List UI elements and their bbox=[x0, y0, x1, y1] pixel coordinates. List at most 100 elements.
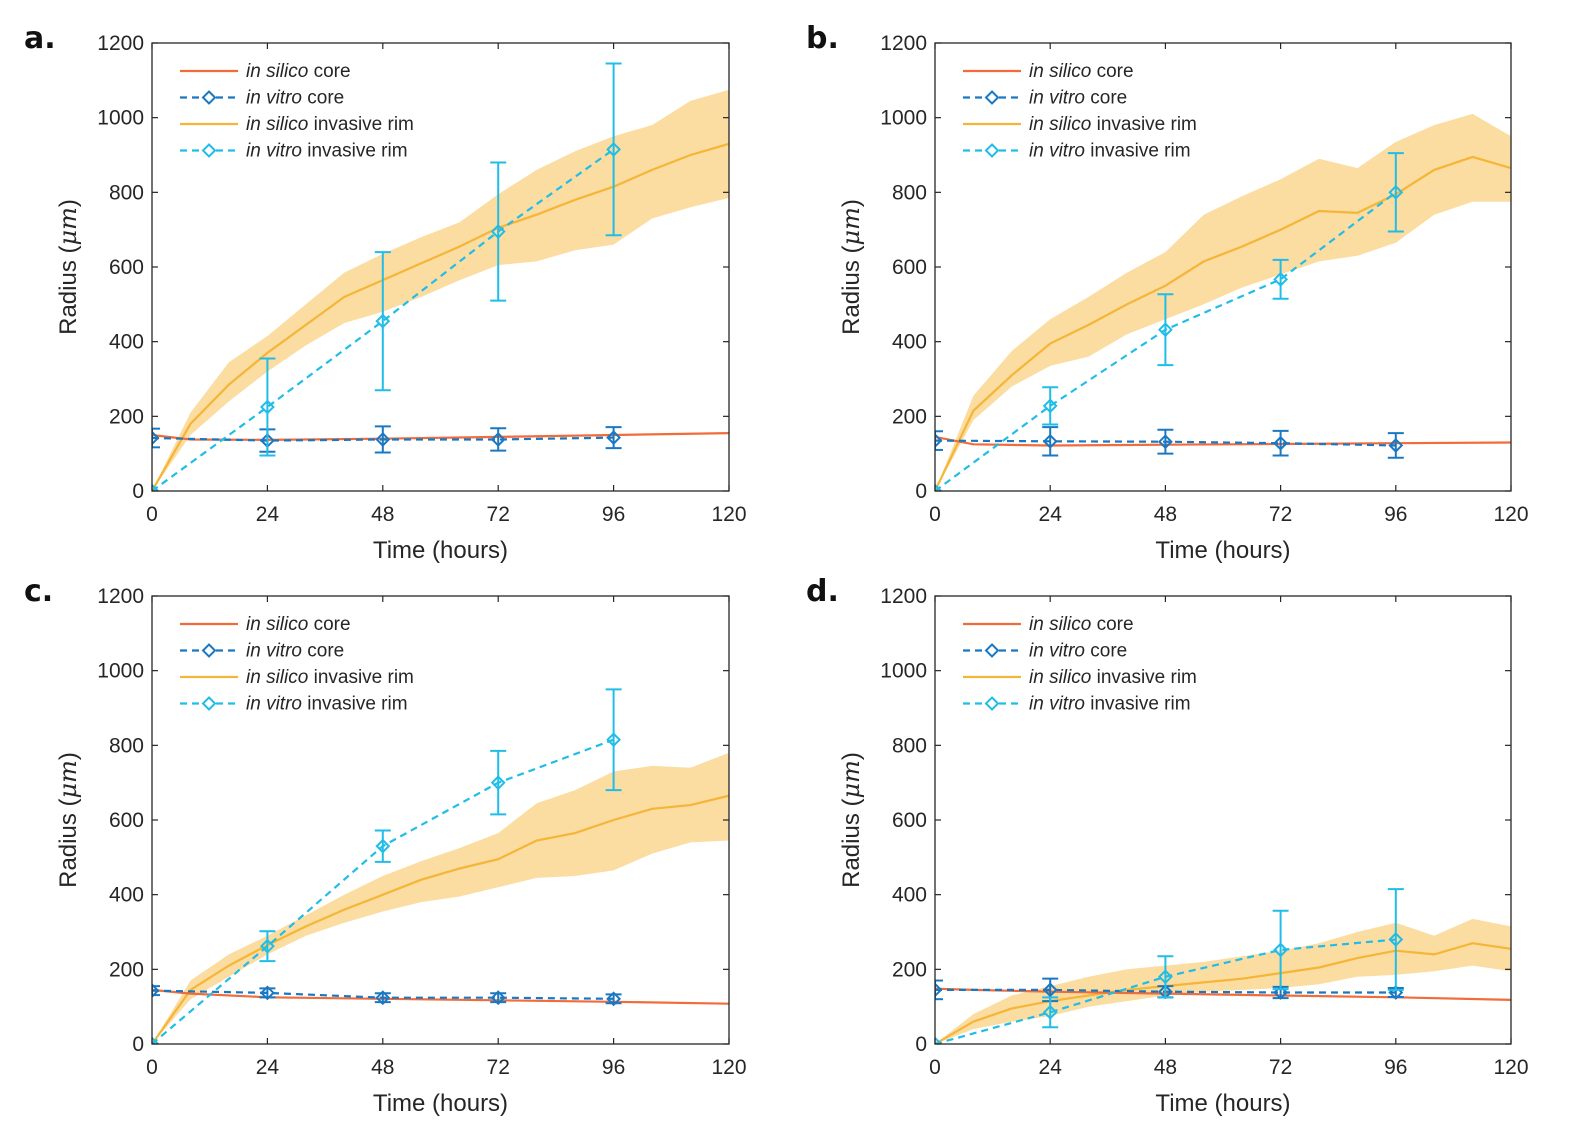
silico-rim-line bbox=[152, 794, 729, 1044]
legend: in silico core in vitro core in silico inv… bbox=[963, 614, 1197, 715]
vitro-core-error-bar bbox=[152, 427, 160, 449]
vitro-core-error-bar bbox=[152, 985, 160, 997]
vitro-rim-error-bar bbox=[605, 62, 622, 237]
vitro-core-point bbox=[935, 982, 943, 998]
vitro-core-error-bar bbox=[935, 430, 943, 451]
y-tick-label: 1000 bbox=[880, 107, 927, 130]
x-tick-label: 72 bbox=[1269, 1056, 1292, 1079]
y-tick-label: 0 bbox=[915, 480, 927, 503]
x-tick-label: 72 bbox=[1269, 503, 1292, 526]
vitro-rim-point bbox=[1157, 969, 1173, 985]
legend-marker bbox=[201, 90, 217, 105]
x-tick-label: 0 bbox=[146, 1056, 158, 1079]
legend-label: in vitro core bbox=[1029, 641, 1127, 662]
legend-label: in vitro core bbox=[246, 641, 344, 662]
silico-rim-line bbox=[935, 942, 1511, 1044]
chart-panel-0: a.0 24 48 72 96 120020040060080010001200Time … bbox=[24, 21, 747, 564]
vitro-rim-point bbox=[606, 141, 622, 157]
x-tick-label: 24 bbox=[256, 503, 280, 526]
x-tick-label: 96 bbox=[602, 503, 625, 526]
legend-entry-silico_core: in silico core bbox=[180, 614, 351, 635]
legend: in silico core in vitro core in silico inv… bbox=[180, 614, 414, 715]
y-axis-label: Radius (μm) bbox=[837, 199, 865, 335]
y-tick-label: 600 bbox=[109, 256, 144, 279]
vitro-rim-point bbox=[375, 838, 391, 854]
vitro-core-error-bar bbox=[374, 992, 391, 1004]
y-tick-label: 1000 bbox=[880, 660, 927, 683]
y-tick-label: 800 bbox=[109, 181, 144, 204]
x-tick-label: 24 bbox=[1039, 503, 1063, 526]
y-tick-label: 200 bbox=[109, 405, 144, 428]
vitro-core-error-bar bbox=[605, 993, 622, 1005]
y-tick-label: 200 bbox=[109, 958, 144, 981]
vitro-rim-error-bar bbox=[1042, 996, 1059, 1029]
legend-entry-vitro_core: in vitro core bbox=[963, 88, 1127, 109]
y-tick-label: 600 bbox=[892, 809, 927, 832]
legend-label: in silico core bbox=[1029, 614, 1134, 635]
legend-entry-vitro_core: in vitro core bbox=[180, 88, 344, 109]
vitro-core-point bbox=[1388, 438, 1404, 453]
vitro-core-error-bar bbox=[1272, 429, 1289, 457]
vitro-core-point bbox=[490, 432, 506, 447]
vitro-core-error-bar bbox=[374, 425, 391, 454]
silico-rim-line bbox=[935, 155, 1511, 491]
y-tick-label: 1200 bbox=[880, 32, 927, 55]
vitro-rim-point bbox=[1042, 1004, 1058, 1020]
x-axis-label: Time (hours) bbox=[1155, 1090, 1290, 1117]
legend-label: in silico invasive rim bbox=[246, 667, 414, 688]
y-axis-label: Radius (μm) bbox=[837, 752, 865, 888]
x-tick-label: 48 bbox=[1154, 1056, 1177, 1079]
vitro-core-point bbox=[259, 985, 275, 1001]
x-tick-label: 120 bbox=[711, 503, 746, 526]
x-tick-label: 96 bbox=[1384, 503, 1407, 526]
data-layer bbox=[152, 62, 729, 491]
y-tick-label: 200 bbox=[892, 958, 927, 981]
legend-label: in vitro invasive rim bbox=[246, 141, 408, 162]
y-tick-label: 800 bbox=[109, 734, 144, 757]
vitro-rim-error-bar bbox=[374, 251, 391, 392]
vitro-rim-point bbox=[490, 775, 506, 791]
vitro-core-error-bar bbox=[490, 992, 507, 1004]
silico-rim-confidence-band bbox=[152, 752, 729, 1044]
legend: in silico core in vitro core in silico inv… bbox=[963, 61, 1197, 162]
x-tick-label: 0 bbox=[929, 503, 941, 526]
x-tick-label: 24 bbox=[1039, 1056, 1063, 1079]
y-tick-label: 800 bbox=[892, 734, 927, 757]
vitro-rim-point bbox=[935, 483, 943, 491]
legend-entry-vitro_core: in vitro core bbox=[180, 641, 344, 662]
vitro-rim-point bbox=[1388, 184, 1404, 200]
vitro-rim-point bbox=[1042, 398, 1058, 414]
vitro-core-point bbox=[152, 430, 160, 446]
legend-label: in silico core bbox=[1029, 61, 1134, 82]
y-tick-label: 400 bbox=[892, 331, 927, 354]
x-tick-label: 120 bbox=[1493, 503, 1528, 526]
vitro-rim-point bbox=[375, 313, 391, 329]
vitro-core-point bbox=[606, 430, 622, 446]
legend-label: in vitro core bbox=[1029, 88, 1127, 109]
vitro-rim-error-bar bbox=[605, 688, 622, 792]
legend-label: in vitro core bbox=[246, 88, 344, 109]
legend-marker bbox=[201, 143, 217, 158]
y-tick-label: 400 bbox=[892, 884, 927, 907]
y-tick-label: 1000 bbox=[97, 107, 144, 130]
legend-label: in silico invasive rim bbox=[1029, 667, 1197, 688]
vitro-core-point bbox=[152, 983, 160, 999]
vitro-core-point bbox=[1273, 435, 1289, 451]
x-tick-label: 96 bbox=[1384, 1056, 1407, 1079]
legend-marker bbox=[201, 696, 217, 711]
vitro-core-error-bar bbox=[1157, 428, 1174, 455]
x-tick-label: 72 bbox=[487, 503, 510, 526]
legend-label: in silico core bbox=[246, 61, 351, 82]
y-tick-label: 1200 bbox=[97, 585, 144, 608]
vitro-rim-point bbox=[1273, 942, 1289, 958]
legend: in silico core in vitro core in silico inv… bbox=[180, 61, 414, 162]
y-tick-label: 0 bbox=[132, 1033, 144, 1056]
x-tick-label: 96 bbox=[602, 1056, 625, 1079]
vitro-rim-error-bar bbox=[1387, 888, 1404, 991]
legend-marker bbox=[984, 143, 1000, 158]
silico-rim-confidence-band bbox=[152, 89, 729, 491]
chart-panel-2: c.0 24 48 72 96 120020040060080010001200Time … bbox=[24, 574, 747, 1117]
vitro-rim-error-bar bbox=[1272, 909, 1289, 991]
legend-entry-silico_rim: in silico invasive rim bbox=[963, 114, 1197, 135]
vitro-core-point bbox=[935, 433, 943, 449]
